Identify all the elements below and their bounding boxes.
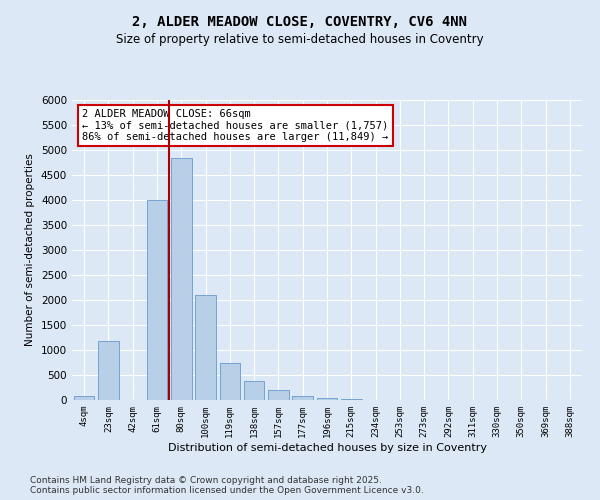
Bar xyxy=(317,398,337,400)
Bar xyxy=(292,396,313,400)
Bar xyxy=(195,295,216,400)
Text: Contains HM Land Registry data © Crown copyright and database right 2025.
Contai: Contains HM Land Registry data © Crown c… xyxy=(30,476,424,495)
Bar xyxy=(146,200,167,400)
Bar xyxy=(268,390,289,400)
Bar xyxy=(341,399,362,400)
Bar xyxy=(220,362,240,400)
Bar xyxy=(98,341,119,400)
Text: 2, ALDER MEADOW CLOSE, COVENTRY, CV6 4NN: 2, ALDER MEADOW CLOSE, COVENTRY, CV6 4NN xyxy=(133,15,467,29)
Text: Size of property relative to semi-detached houses in Coventry: Size of property relative to semi-detach… xyxy=(116,32,484,46)
Bar xyxy=(244,381,265,400)
X-axis label: Distribution of semi-detached houses by size in Coventry: Distribution of semi-detached houses by … xyxy=(167,442,487,452)
Y-axis label: Number of semi-detached properties: Number of semi-detached properties xyxy=(25,154,35,346)
Text: 2 ALDER MEADOW CLOSE: 66sqm
← 13% of semi-detached houses are smaller (1,757)
86: 2 ALDER MEADOW CLOSE: 66sqm ← 13% of sem… xyxy=(82,109,388,142)
Bar xyxy=(171,158,191,400)
Bar xyxy=(74,396,94,400)
